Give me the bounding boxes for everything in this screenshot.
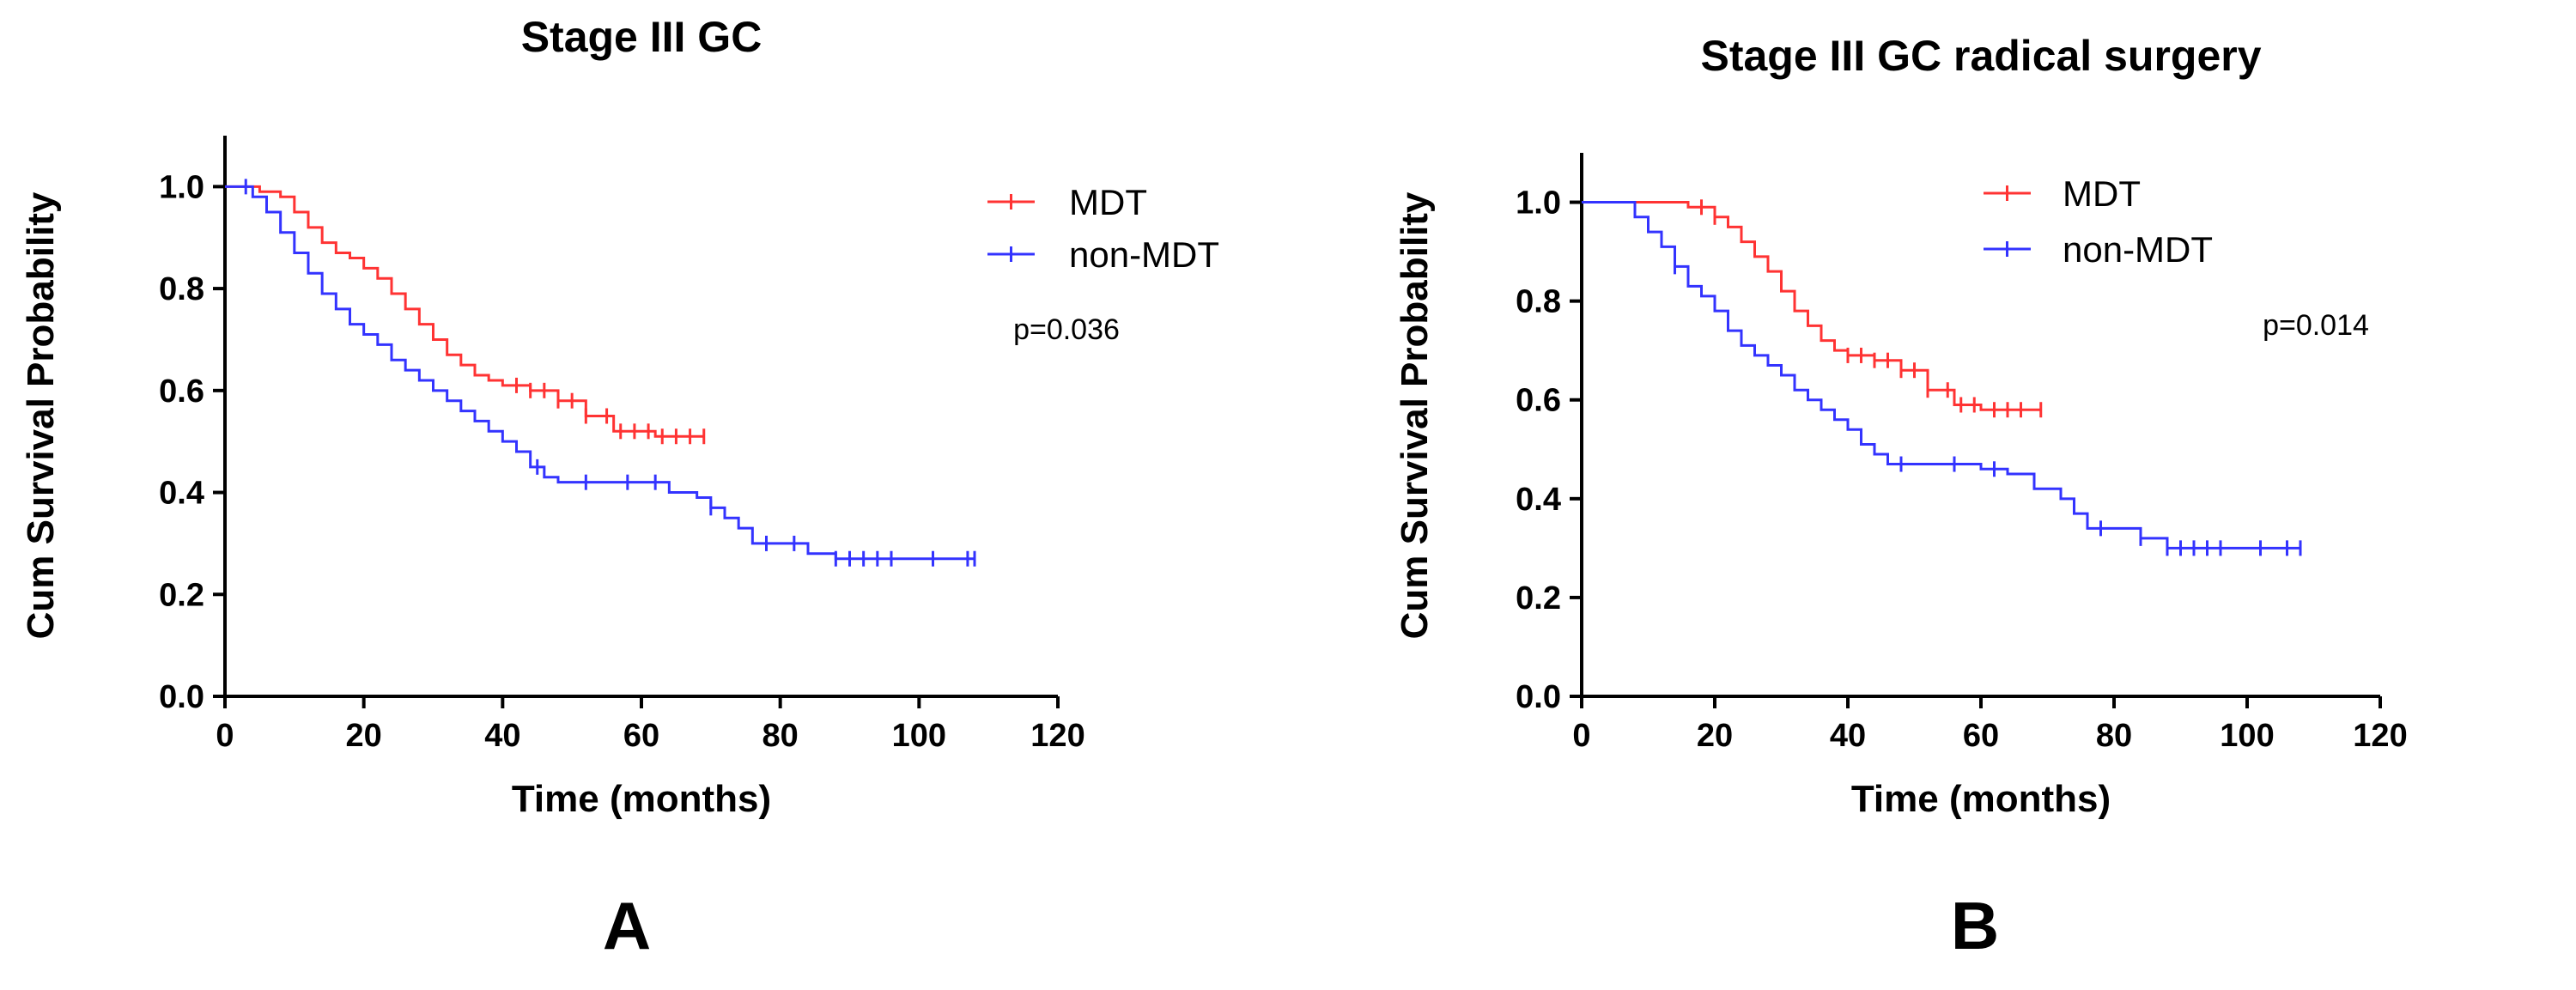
x-axis-label: Time (months) [1851,778,2111,820]
legend-label: MDT [1069,182,1147,222]
legend-label: MDT [2063,173,2141,214]
x-tick-label: 120 [1030,718,1084,754]
y-tick-label: 0.2 [1516,580,1561,616]
y-tick-label: 1.0 [159,169,204,205]
x-tick-label: 0 [216,718,234,754]
y-tick-label: 0.6 [1516,383,1561,419]
y-tick-label: 0.2 [159,577,204,613]
x-tick-label: 60 [1963,718,1999,754]
survival-curve [225,185,975,561]
y-tick-label: 0.4 [1516,482,1561,518]
x-tick-label: 40 [484,718,520,754]
x-tick-label: 80 [2096,718,2132,754]
y-axis-label: Cum Survival Probability [1394,191,1436,639]
series-mdt [225,185,706,445]
y-tick-label: 0.8 [1516,284,1561,320]
y-tick-label: 0.8 [159,271,204,307]
series-non-mdt [225,179,976,567]
panel-letter: B [1951,888,1999,963]
y-tick-label: 0.0 [159,679,204,715]
x-tick-label: 100 [2220,718,2274,754]
y-tick-label: 0.4 [159,476,204,512]
p-value-annotation: p=0.014 [2263,309,2369,342]
panel-a: Stage III GC 0 20 40 60 80 100 120 0.0 0.2 0.4 0.6 0… [20,13,1219,963]
x-tick-label: 40 [1830,718,1866,754]
x-tick-label: 20 [346,718,382,754]
series-mdt [1582,199,2043,418]
survival-curve [1582,201,2041,411]
panel-letter: A [603,888,651,963]
chart-title: Stage III GC [521,13,762,61]
series-non-mdt [1582,201,2302,556]
x-tick-label: 120 [2353,718,2407,754]
x-axis-label: Time (months) [512,778,771,820]
chart-title: Stage III GC radical surgery [1700,32,2261,80]
y-tick-label: 0.6 [159,374,204,410]
panel-b: Stage III GC radical surgery 0 20 40 60 80 100… [1394,32,2408,963]
x-tick-label: 60 [623,718,659,754]
survival-curve [1582,201,2300,550]
survival-curve [225,185,704,438]
x-tick-label: 0 [1572,718,1590,754]
p-value-annotation: p=0.036 [1013,313,1120,346]
x-tick-label: 100 [892,718,946,754]
legend-label: non-MDT [2063,229,2213,270]
y-tick-label: 0.0 [1516,679,1561,715]
y-tick-label: 1.0 [1516,185,1561,222]
legend-label: non-MDT [1069,234,1219,275]
y-axis-label: Cum Survival Probability [20,191,62,639]
x-tick-label: 20 [1697,718,1733,754]
x-tick-label: 80 [762,718,799,754]
